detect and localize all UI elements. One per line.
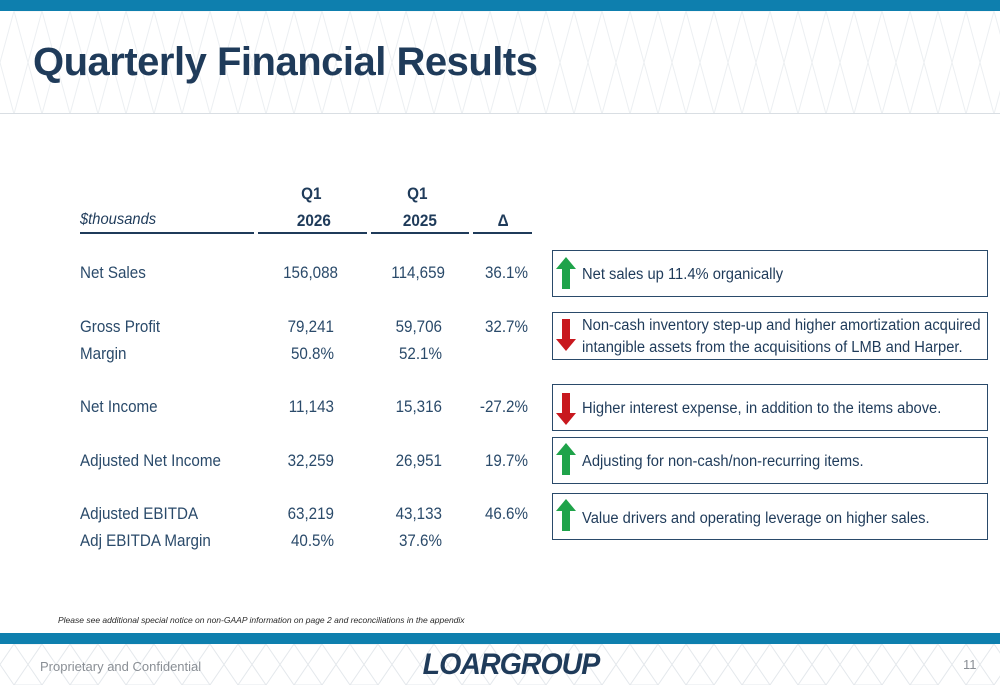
cell-q1-2026: 156,088 (283, 264, 338, 282)
company-logo: LOARGROUP (422, 648, 601, 681)
up-arrow-icon (556, 257, 576, 289)
up-arrow-icon (556, 443, 576, 475)
footer-background-pattern (0, 644, 1000, 685)
col-header-q1-2025-line2: 2025 (402, 211, 437, 230)
cell-q1-2025: 37.6% (398, 532, 442, 550)
cell-delta: 32.7% (484, 318, 528, 336)
cell-q1-2026: 32,259 (287, 452, 334, 470)
page-title: Quarterly Financial Results (33, 40, 538, 84)
col-header-q1-2025-line1: Q1 (407, 184, 428, 203)
row-label: Adjusted Net Income (80, 452, 221, 470)
header-rule-2026 (258, 232, 367, 234)
cell-q1-2026: 63,219 (287, 505, 334, 523)
title-background-pattern (0, 11, 1000, 114)
note-text: Adjusting for non-cash/non-recurring ite… (582, 453, 864, 470)
cell-delta: 19.7% (484, 452, 528, 470)
row-label: Net Sales (80, 264, 146, 282)
down-arrow-icon (556, 393, 576, 425)
note-text: Net sales up 11.4% organically (582, 266, 784, 283)
header-rule-label (80, 232, 254, 234)
row-label: Net Income (80, 398, 158, 416)
col-header-q1-2026-line2: 2026 (296, 211, 331, 230)
note-text: Value drivers and operating leverage on … (582, 510, 930, 527)
note-box-adjusted-net-income (552, 437, 988, 484)
row-label: Adjusted EBITDA (80, 505, 199, 523)
note-box-adjusted-ebitda (552, 493, 988, 540)
up-arrow-icon (556, 499, 576, 531)
cell-delta: -27.2% (479, 398, 528, 416)
cell-q1-2026: 50.8% (290, 345, 334, 363)
cell-q1-2026: 40.5% (290, 532, 334, 550)
cell-q1-2025: 43,133 (395, 505, 442, 523)
cell-q1-2025: 15,316 (395, 398, 442, 416)
cell-delta: 46.6% (484, 505, 528, 523)
page-number: 11 (963, 657, 977, 672)
row-label: Gross Profit (80, 318, 161, 336)
row-label: Margin (80, 345, 127, 363)
note-box-net-income (552, 384, 988, 431)
note-text: intangible assets from the acquisitions … (582, 339, 963, 356)
title-divider (0, 113, 1000, 114)
cell-q1-2025: 52.1% (398, 345, 442, 363)
down-arrow-icon (556, 319, 576, 351)
units-label: $thousands (80, 211, 157, 228)
cell-q1-2025: 114,659 (391, 264, 445, 282)
note-box-net-sales (552, 250, 988, 297)
footer-confidential: Proprietary and Confidential (40, 659, 202, 674)
note-text: Higher interest expense, in addition to … (582, 400, 942, 417)
note-box-gross-profit (552, 312, 988, 360)
top-accent-bar (0, 0, 1000, 11)
header-rule-2025 (371, 232, 469, 234)
note-text: Non-cash inventory step-up and higher am… (582, 317, 981, 334)
cell-q1-2025: 59,706 (395, 318, 442, 336)
disclaimer-note: Please see additional special notice on … (58, 615, 465, 625)
cell-q1-2026: 79,241 (287, 318, 334, 336)
col-header-q1-2026-line1: Q1 (301, 184, 322, 203)
cell-q1-2025: 26,951 (395, 452, 442, 470)
row-label: Adj EBITDA Margin (80, 532, 211, 550)
bottom-accent-bar (0, 633, 1000, 644)
col-header-delta: Δ (497, 211, 509, 230)
cell-q1-2026: 11,143 (288, 398, 334, 416)
header-rule-delta (473, 232, 532, 234)
cell-delta: 36.1% (484, 264, 528, 282)
